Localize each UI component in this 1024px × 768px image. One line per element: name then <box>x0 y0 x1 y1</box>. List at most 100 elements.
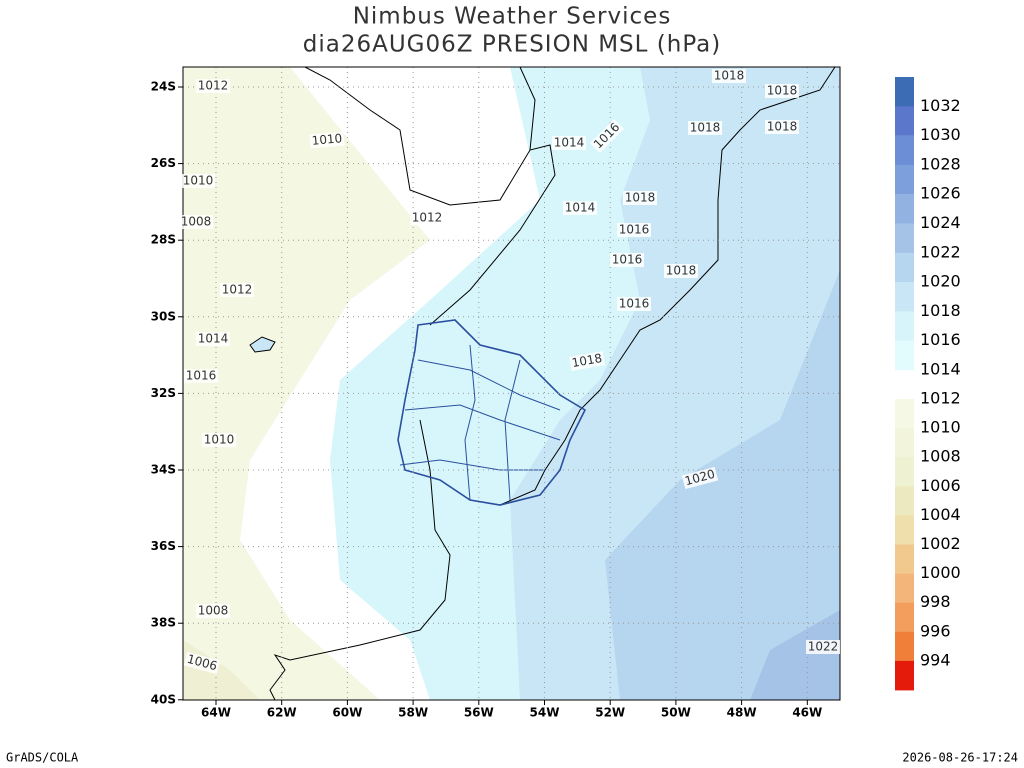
title: Nimbus Weather Services <box>353 4 672 30</box>
contour-label-bg <box>617 297 651 311</box>
contour-label-bg <box>590 119 624 153</box>
lon-label: 58W <box>398 706 428 720</box>
contour-label-group: 1008 <box>196 604 230 618</box>
colorbar-label: 994 <box>920 650 951 669</box>
contour-label-bg <box>181 174 215 188</box>
contour-label-group: 1014 <box>196 332 230 346</box>
contour-label-group: 1018 <box>688 121 722 135</box>
contour-label: 1012 <box>222 283 253 297</box>
contour-label-bg <box>765 120 799 134</box>
contour-label-group: 1016 <box>184 369 218 383</box>
colorbar-swatch <box>895 660 914 691</box>
contour-label: 1018 <box>571 351 604 370</box>
contour-label-bg <box>196 604 230 618</box>
contour-label-group: 1010 <box>309 131 345 149</box>
colorbar-swatch <box>895 135 914 166</box>
lat-label: 40S <box>151 692 176 706</box>
contour-label-group: 1018 <box>664 264 698 278</box>
contour-label: 1012 <box>198 79 229 93</box>
contour-label-group: 1018 <box>712 69 746 83</box>
colorbar-label: 1014 <box>920 360 961 379</box>
contour-label: 1012 <box>412 211 443 225</box>
colorbar-swatch <box>895 194 914 224</box>
contour-label-bg <box>664 264 698 278</box>
contour-label-group: 1018 <box>765 120 799 134</box>
contour-label-group: 1016 <box>610 253 644 267</box>
contour-label-bg <box>681 466 719 490</box>
colorbar-label: 1028 <box>920 154 961 173</box>
map-frame <box>182 66 841 701</box>
contour-label: 1008 <box>198 604 229 618</box>
contour-label: 1018 <box>767 120 798 134</box>
contour-label: 1010 <box>183 174 214 188</box>
contour-label-bg <box>309 131 345 149</box>
colorbar-swatch <box>895 340 914 371</box>
contour-label-group: 1012 <box>220 283 254 297</box>
lon-label: 60W <box>332 706 362 720</box>
contour-label-group: 1012 <box>196 79 230 93</box>
contour-label: 1008 <box>181 215 212 229</box>
contour-label: 1014 <box>565 201 596 215</box>
lat-label: 30S <box>151 309 176 323</box>
contour-label-group: 1016 <box>617 223 651 237</box>
colorbar-label: 1010 <box>920 418 961 437</box>
colorbar-label: 1004 <box>920 505 961 524</box>
lon-label: 48W <box>727 706 757 720</box>
colorbar-swatch <box>895 399 914 429</box>
contour-label-bg <box>196 332 230 346</box>
contour-label: 1016 <box>612 253 643 267</box>
contour-label-bg <box>563 201 597 215</box>
contour-label: 1010 <box>311 131 343 148</box>
contour-label: 1018 <box>714 69 745 83</box>
subtitle: dia26AUG06Z PRESION MSL (hPa) <box>303 32 721 58</box>
contour-label-group: 1018 <box>765 84 799 98</box>
colorbar-swatch <box>895 631 914 662</box>
contour-label-bg <box>179 215 213 229</box>
contour-label-bg <box>765 84 799 98</box>
contour-label-group: 1008 <box>179 215 213 229</box>
contour-label-bg <box>220 283 254 297</box>
colorbar-label: 1024 <box>920 213 961 232</box>
lon-label: 56W <box>464 706 494 720</box>
contour-label-bg <box>183 651 221 675</box>
contour-label-group: 1006 <box>183 651 221 675</box>
colorbar-swatch <box>895 428 914 458</box>
contour-label-group: 1022 <box>806 640 840 654</box>
colorbar-label: 998 <box>920 592 951 611</box>
contour-label-group: 1018 <box>623 191 657 205</box>
colorbar-label: 1026 <box>920 184 961 203</box>
footer-right: 2026-08-26-17:24 <box>902 751 1018 765</box>
colorbar-swatch <box>895 223 914 253</box>
grid <box>183 67 840 700</box>
contour-label-bg <box>202 433 236 447</box>
colorbar-swatch <box>895 602 914 633</box>
lat-label: 36S <box>151 539 176 553</box>
colorbar-swatch <box>895 544 914 574</box>
contour-label-group: 1012 <box>410 211 444 225</box>
lat-label: 38S <box>151 616 176 630</box>
lon-label: 62W <box>267 706 297 720</box>
contour-label: 1016 <box>186 369 217 383</box>
contour-label-group: 1020 <box>681 466 719 490</box>
colorbar-label: 1006 <box>920 476 961 495</box>
colorbar-swatch <box>895 164 914 195</box>
contour-label-bg <box>410 211 444 225</box>
lat-label: 26S <box>151 156 176 170</box>
contour-label-group: 1010 <box>181 174 215 188</box>
colorbar-swatch <box>895 252 914 283</box>
contour-label-bg <box>712 69 746 83</box>
contour-label-bg <box>617 223 651 237</box>
lat-label: 32S <box>151 386 176 400</box>
colorbar-swatch <box>895 282 914 312</box>
contour-label: 1010 <box>204 433 235 447</box>
contour-label-bg <box>610 253 644 267</box>
contour-label: 1014 <box>554 136 585 150</box>
contour-label: 1018 <box>666 264 697 278</box>
colorbar-label: 1030 <box>920 125 961 144</box>
contour-label-group: 1014 <box>563 201 597 215</box>
colorbar-label: 996 <box>920 621 951 640</box>
contour-label: 1022 <box>808 640 839 654</box>
colorbar-swatch <box>895 515 914 545</box>
colorbar-label: 1002 <box>920 534 961 553</box>
